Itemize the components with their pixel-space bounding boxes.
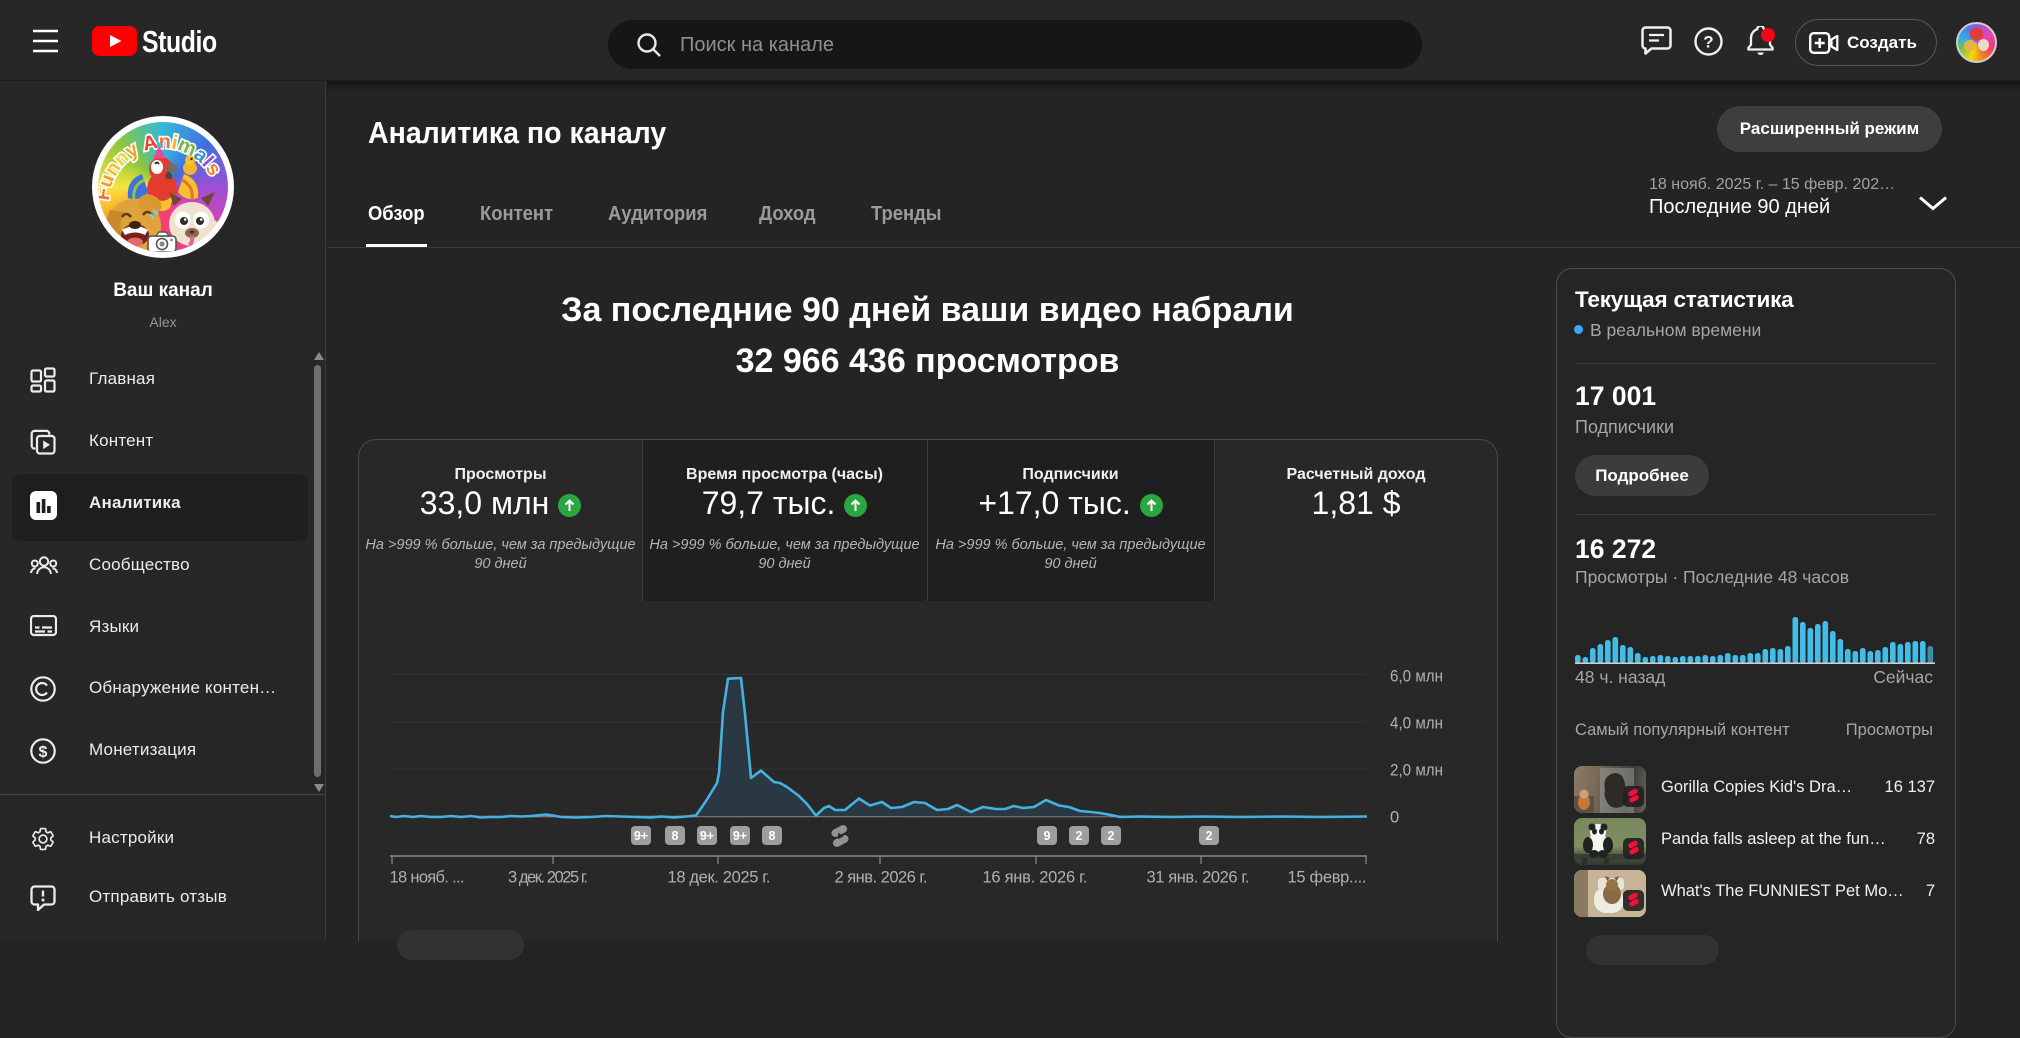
svg-text:?: ? bbox=[1703, 33, 1713, 52]
svg-text:9+: 9+ bbox=[634, 829, 648, 843]
svg-text:2 янв. 2026 г.: 2 янв. 2026 г. bbox=[835, 869, 928, 887]
svg-text:0: 0 bbox=[1390, 809, 1399, 827]
svg-text:2: 2 bbox=[1076, 829, 1083, 843]
svg-text:8: 8 bbox=[672, 829, 679, 843]
svg-text:9+: 9+ bbox=[700, 829, 714, 843]
svg-text:8: 8 bbox=[769, 829, 776, 843]
svg-text:2,0 млн: 2,0 млн bbox=[1390, 762, 1443, 780]
svg-text:18 дек. 2025 г.: 18 дек. 2025 г. bbox=[668, 869, 771, 887]
svg-text:15 февр....: 15 февр.... bbox=[1288, 869, 1367, 887]
svg-text:18 нояб. ...: 18 нояб. ... bbox=[390, 869, 465, 887]
svg-text:$: $ bbox=[39, 744, 48, 761]
svg-text:3 дек. 2025 г.: 3 дек. 2025 г. bbox=[508, 869, 588, 887]
svg-text:2: 2 bbox=[1108, 829, 1115, 843]
svg-text:31 янв. 2026 г.: 31 янв. 2026 г. bbox=[1147, 869, 1250, 887]
svg-text:9+: 9+ bbox=[733, 829, 747, 843]
svg-text:9: 9 bbox=[1044, 829, 1051, 843]
svg-text:6,0 млн: 6,0 млн bbox=[1390, 668, 1443, 686]
svg-text:2: 2 bbox=[1206, 829, 1213, 843]
svg-text:Funny Animals: Funny Animals bbox=[98, 131, 225, 202]
svg-text:4,0 млн: 4,0 млн bbox=[1390, 715, 1443, 733]
svg-text:16 янв. 2026 г.: 16 янв. 2026 г. bbox=[983, 869, 1088, 887]
